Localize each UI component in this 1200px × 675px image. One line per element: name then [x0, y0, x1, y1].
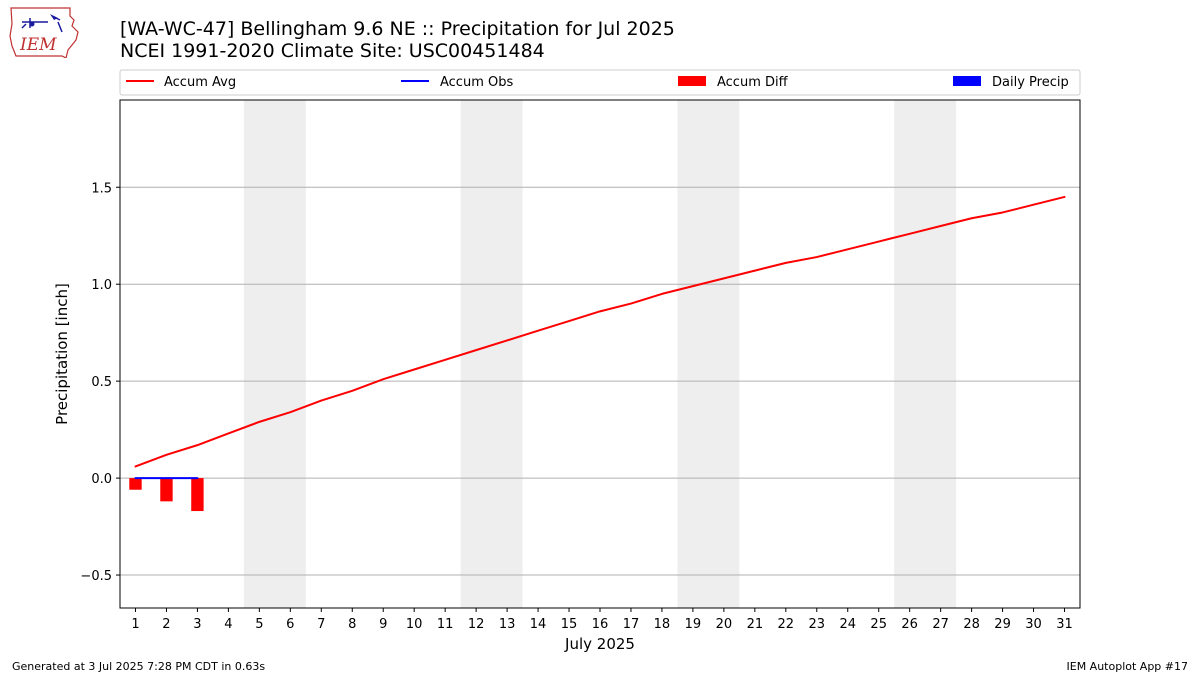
- legend-swatch-accum-diff: [678, 76, 706, 86]
- x-tick-label: 5: [255, 617, 263, 632]
- y-tick-label: 0.0: [91, 472, 112, 487]
- x-tick-label: 30: [1025, 617, 1042, 632]
- x-tick-label: 22: [778, 617, 795, 632]
- x-tick-label: 17: [623, 617, 640, 632]
- x-tick-label: 20: [716, 617, 733, 632]
- x-tick-label: 13: [499, 617, 516, 632]
- legend-label-daily-precip: Daily Precip: [992, 75, 1069, 90]
- weekend-band-1: [460, 100, 523, 608]
- y-tick-label: 0.5: [91, 375, 112, 390]
- weekend-band-2: [677, 100, 740, 608]
- accum-diff-bar-3: [191, 478, 204, 512]
- x-tick-label: 10: [406, 617, 423, 632]
- y-tick-label: 1.5: [91, 181, 112, 196]
- x-tick-label: 8: [348, 617, 356, 632]
- y-tick-label: −0.5: [80, 569, 112, 584]
- grid-lines: [120, 186, 1080, 576]
- weekend-band-0: [243, 100, 306, 608]
- logo-text: IEM: [19, 35, 57, 55]
- legend: Accum Avg Accum Obs Accum Diff Daily Pre…: [119, 69, 1081, 96]
- x-tick-label: 23: [809, 617, 826, 632]
- x-tick-label: 31: [1056, 617, 1073, 632]
- accum-diff-bar-1: [129, 478, 142, 490]
- x-tick-label: 14: [530, 617, 547, 632]
- weekend-bands: [243, 100, 957, 608]
- accum-diff-bar-2: [160, 478, 173, 502]
- accum-avg-line: [134, 195, 1066, 468]
- generated-note: Generated at 3 Jul 2025 7:28 PM CDT in 0…: [12, 660, 266, 673]
- chart-subtitle: NCEI 1991-2020 Climate Site: USC00451484: [120, 40, 545, 62]
- x-tick-label: 16: [592, 617, 609, 632]
- x-tick-label: 25: [870, 617, 887, 632]
- x-tick-label: 3: [193, 617, 201, 632]
- x-tick-label: 6: [286, 617, 294, 632]
- legend-label-accum-obs: Accum Obs: [440, 75, 513, 90]
- x-tick-label: 7: [317, 617, 325, 632]
- legend-label-accum-diff: Accum Diff: [717, 75, 789, 90]
- legend-box: [119, 69, 1081, 96]
- x-tick-label: 11: [437, 617, 454, 632]
- x-tick-label: 19: [685, 617, 702, 632]
- x-tick-label: 12: [468, 617, 485, 632]
- x-tick-label: 21: [747, 617, 764, 632]
- x-tick-label: 24: [839, 617, 856, 632]
- y-axis: −0.5 0.0 0.5 1.0 1.5: [80, 181, 120, 584]
- app-credit: IEM Autoplot App #17: [1066, 660, 1189, 673]
- x-tick-label: 9: [379, 617, 387, 632]
- accum-diff-bars: [129, 478, 204, 512]
- weekend-band-3: [894, 100, 957, 608]
- x-tick-label: 18: [654, 617, 671, 632]
- x-tick-label: 27: [932, 617, 949, 632]
- y-axis-label: Precipitation [inch]: [53, 283, 71, 425]
- x-tick-label: 1: [131, 617, 139, 632]
- legend-swatch-daily-precip: [953, 76, 981, 86]
- x-axis-label: July 2025: [564, 635, 635, 653]
- chart-title: [WA-WC-47] Bellingham 9.6 NE :: Precipit…: [120, 18, 675, 40]
- x-axis: 1 2 3 4 5 6 7 8 9 10 11 12 13 14 15 16 17 18 19 20 21 22 23 24 2…: [131, 608, 1073, 632]
- x-tick-label: 28: [963, 617, 980, 632]
- legend-label-accum-avg: Accum Avg: [164, 75, 236, 90]
- x-tick-label: 4: [224, 617, 232, 632]
- series-lines: [134, 195, 1066, 480]
- x-tick-label: 15: [561, 617, 578, 632]
- iem-logo: IEM: [9, 7, 79, 58]
- x-tick-label: 2: [162, 617, 170, 632]
- x-tick-label: 26: [901, 617, 918, 632]
- x-tick-label: 29: [994, 617, 1011, 632]
- y-tick-label: 1.0: [91, 278, 112, 293]
